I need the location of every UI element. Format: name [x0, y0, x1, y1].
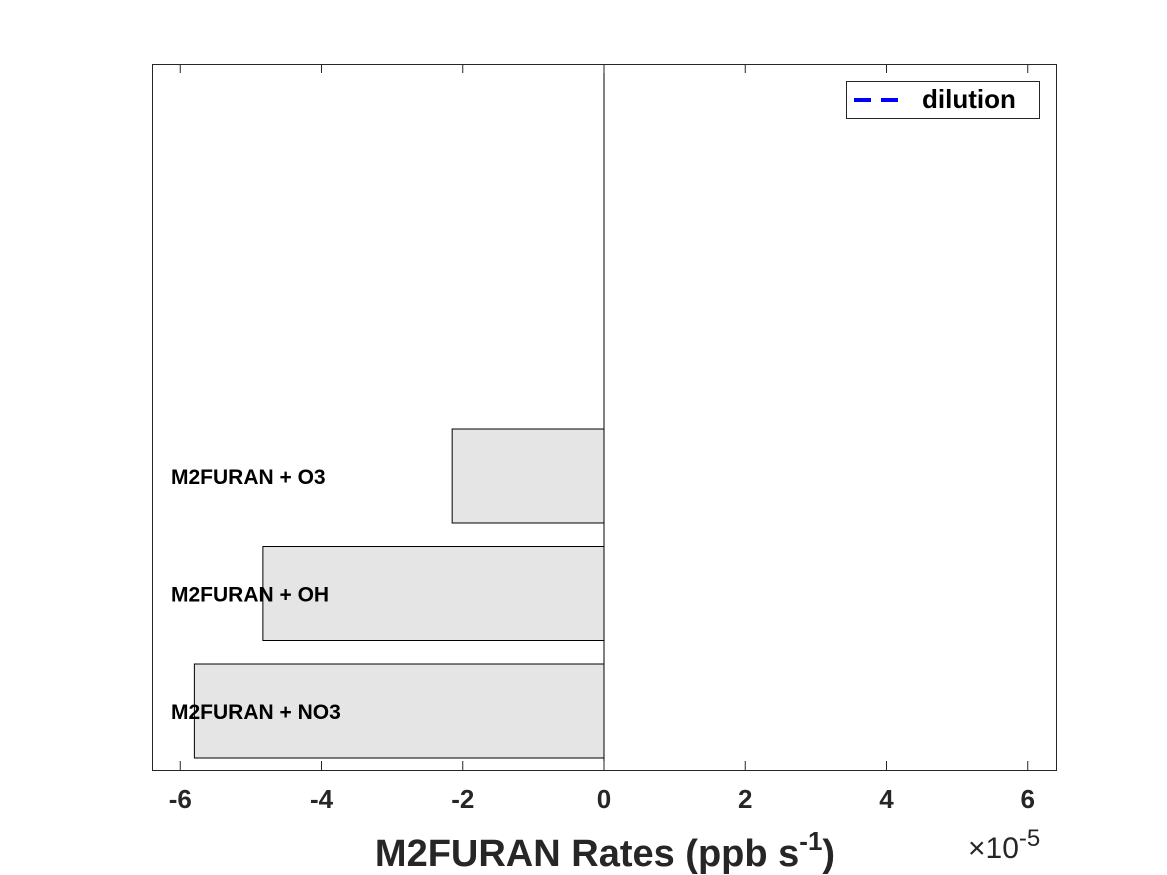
legend-label-dilution: dilution	[922, 84, 1016, 114]
legend-box	[846, 81, 1040, 119]
x-tick-label: 6	[1021, 784, 1035, 814]
bar-labels-group: M2FURAN + NO3 M2FURAN + OH M2FURAN + O3	[171, 466, 341, 724]
bar-label: M2FURAN + OH	[171, 584, 329, 607]
x-tick-label: 4	[879, 784, 894, 814]
exponent-label: ×10-5	[968, 825, 1040, 865]
x-tick-label: -6	[169, 784, 192, 814]
x-tick-label: 2	[738, 784, 752, 814]
x-tick-label: -4	[310, 784, 334, 814]
bar-m2furan-oh	[262, 546, 605, 641]
bar-m2furan-no3	[193, 663, 605, 759]
bar-label: M2FURAN + NO3	[171, 701, 341, 724]
bars-group	[193, 428, 605, 759]
x-tick-label: 0	[597, 784, 611, 814]
legend: dilution	[846, 81, 1040, 119]
x-tick-labels-group: -6 -4 -2 0 2 4 6	[169, 784, 1035, 814]
x-ticks-group	[179, 64, 1029, 770]
bar-label: M2FURAN + O3	[171, 466, 326, 489]
x-tick-label: -2	[451, 784, 474, 814]
bar-m2furan-o3	[451, 428, 605, 524]
x-axis-label: M2FURAN Rates (ppb s-1)	[375, 826, 835, 875]
